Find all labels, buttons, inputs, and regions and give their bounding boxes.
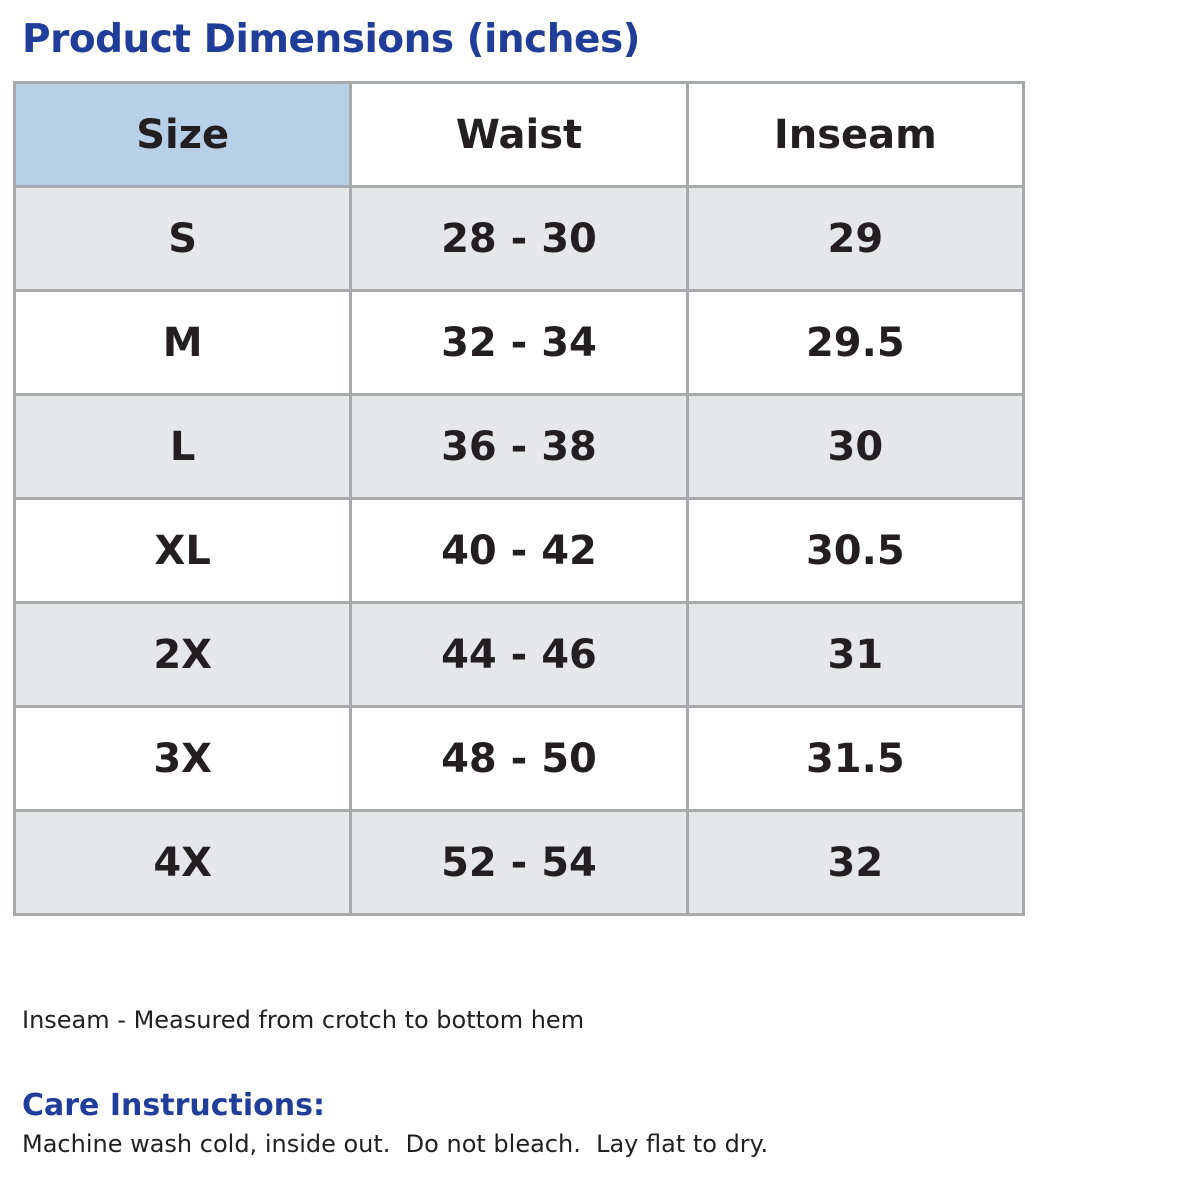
size-column-header: Size [12, 81, 353, 188]
table-row: XL 40 - 42 30.5 [12, 497, 1026, 604]
size-cell: S [12, 185, 353, 292]
inseam-column-header: Inseam [685, 81, 1026, 188]
waist-cell: 48 - 50 [349, 705, 689, 812]
table-row: 3X 48 - 50 31.5 [12, 705, 1026, 812]
size-cell: 3X [12, 705, 353, 812]
waist-cell: 44 - 46 [349, 601, 689, 708]
inseam-cell: 29.5 [685, 289, 1026, 396]
size-cell: L [12, 393, 353, 500]
size-cell: 4X [12, 809, 353, 916]
size-cell: 2X [12, 601, 353, 708]
table-row: 4X 52 - 54 32 [12, 809, 1026, 916]
inseam-cell: 31.5 [685, 705, 1026, 812]
inseam-cell: 30 [685, 393, 1026, 500]
table-row: M 32 - 34 29.5 [12, 289, 1026, 396]
size-chart-table: Size Waist Inseam S 28 - 30 29 M 32 - 34… [12, 81, 1026, 916]
inseam-note: Inseam - Measured from crotch to bottom … [22, 1006, 585, 1034]
table-row: L 36 - 38 30 [12, 393, 1026, 500]
inseam-cell: 32 [685, 809, 1026, 916]
inseam-cell: 31 [685, 601, 1026, 708]
table-header-row: Size Waist Inseam [12, 81, 1026, 188]
waist-cell: 28 - 30 [349, 185, 689, 292]
care-instructions-text: Machine wash cold, inside out. Do not bl… [22, 1130, 769, 1158]
inseam-cell: 30.5 [685, 497, 1026, 604]
size-cell: XL [12, 497, 353, 604]
waist-cell: 36 - 38 [349, 393, 689, 500]
inseam-cell: 29 [685, 185, 1026, 292]
waist-column-header: Waist [349, 81, 689, 188]
waist-cell: 52 - 54 [349, 809, 689, 916]
table-row: S 28 - 30 29 [12, 185, 1026, 292]
waist-cell: 40 - 42 [349, 497, 689, 604]
table-row: 2X 44 - 46 31 [12, 601, 1026, 708]
care-instructions-heading: Care Instructions: [22, 1088, 325, 1123]
size-cell: M [12, 289, 353, 396]
page-title: Product Dimensions (inches) [22, 17, 640, 62]
waist-cell: 32 - 34 [349, 289, 689, 396]
